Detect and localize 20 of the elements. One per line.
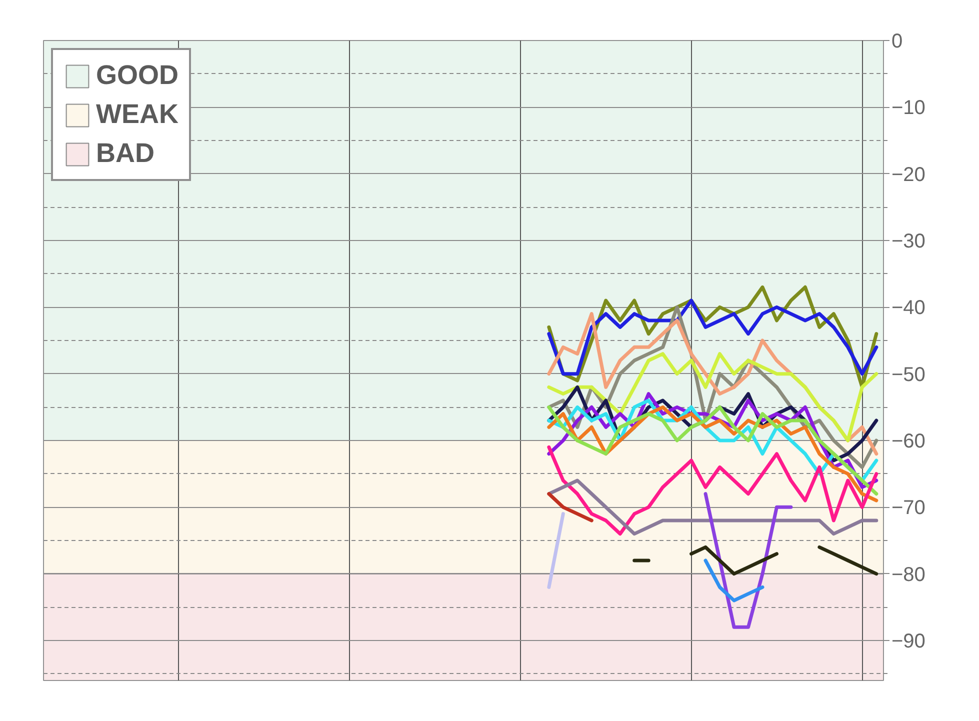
line-series (547, 492, 594, 522)
legend-label: BAD (96, 138, 154, 169)
line-series (547, 478, 878, 536)
y-tick-label: −60 (892, 430, 926, 452)
line-series (704, 558, 764, 602)
line-series (704, 492, 793, 629)
y-tick-label: −50 (892, 364, 926, 386)
y-tick-label: −80 (892, 564, 926, 586)
line-series (547, 298, 878, 376)
y-tick-label: −10 (892, 97, 926, 120)
y-tick-label: −70 (892, 497, 926, 520)
y-tick-label: −90 (892, 630, 926, 652)
band-label: GOOD (96, 60, 179, 91)
y-tick-label: −40 (892, 297, 926, 320)
y-tick-label: −30 (892, 230, 926, 252)
y-tick-label: 0 (892, 30, 903, 52)
line-series (547, 445, 878, 536)
legend-label: WEAK (96, 99, 178, 130)
y-tick-label: −20 (892, 164, 926, 186)
line-series (547, 352, 878, 442)
